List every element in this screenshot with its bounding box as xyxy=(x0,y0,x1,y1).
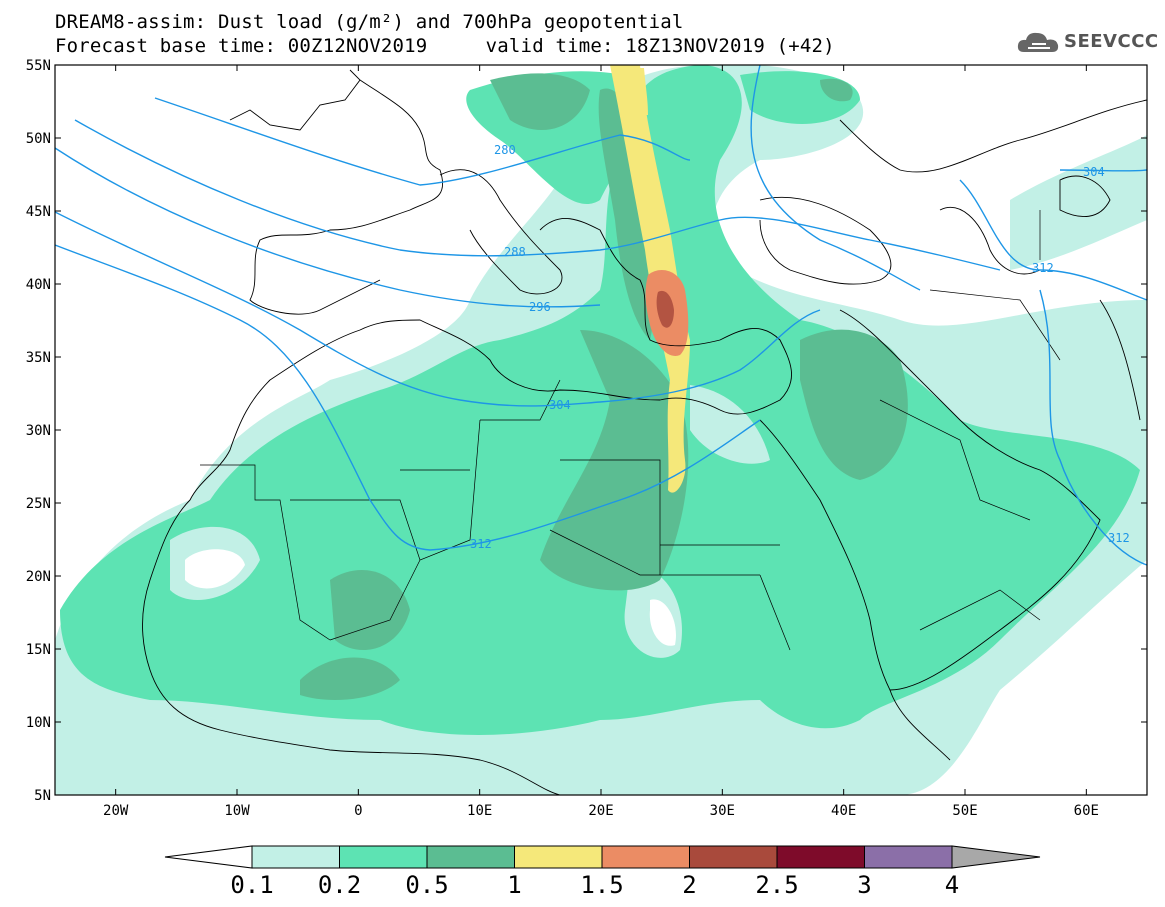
contour-label: 296 xyxy=(529,300,551,314)
lat-tick-label: 30N xyxy=(26,423,51,439)
legend-low-arrow xyxy=(164,845,253,869)
lat-tick-label: 45N xyxy=(26,204,51,220)
contour-labels: 280 288 296 304 312 304 312 312 xyxy=(470,143,1130,551)
contour-label: 312 xyxy=(1108,531,1130,545)
lon-tick-label: 30E xyxy=(710,803,735,819)
legend-swatch xyxy=(864,845,953,869)
lat-tick-label: 10N xyxy=(26,715,51,731)
geopotential-contours xyxy=(55,65,1147,566)
legend-level-label: 1.5 xyxy=(580,871,623,899)
lon-tick-label: 40E xyxy=(831,803,856,819)
contour-label: 304 xyxy=(1083,165,1105,179)
legend-swatch xyxy=(601,845,690,869)
legend-level-label: 4 xyxy=(945,871,959,899)
country-borders xyxy=(200,210,1061,651)
legend-level-label: 0.2 xyxy=(318,871,361,899)
latitude-axis: 55N 50N 45N 40N 35N 30N 25N 20N 15N 10N 5N xyxy=(26,58,1147,804)
legend-swatch xyxy=(339,845,428,869)
contour-label: 304 xyxy=(549,398,571,412)
lon-tick-label: 10W xyxy=(224,803,250,819)
lon-tick-label: 20W xyxy=(103,803,129,819)
contour-label: 288 xyxy=(504,245,526,259)
lon-tick-label: 60E xyxy=(1074,803,1099,819)
legend-boxes xyxy=(164,845,1041,869)
legend-level-label: 0.1 xyxy=(230,871,273,899)
legend-level-label: 2.5 xyxy=(755,871,798,899)
legend-level-label: 3 xyxy=(857,871,871,899)
longitude-axis: 20W 10W 0 10E 20E 30E 40E 50E 60E xyxy=(103,65,1099,819)
legend-level-label: 1 xyxy=(507,871,521,899)
legend-swatch xyxy=(689,845,778,869)
contour-label: 312 xyxy=(1032,261,1054,275)
logo-text: SEEVCCC xyxy=(1064,31,1159,52)
map-subtitle: Forecast base time: 00Z12NOV2019 valid t… xyxy=(55,35,835,57)
legend-swatch xyxy=(514,845,603,869)
lat-tick-label: 15N xyxy=(26,642,51,658)
lat-tick-label: 55N xyxy=(26,58,51,74)
legend-swatch xyxy=(426,845,515,869)
lat-tick-label: 25N xyxy=(26,496,51,512)
legend-level-label: 0.5 xyxy=(405,871,448,899)
seevccc-logo: SEEVCCC xyxy=(1016,28,1159,56)
legend-high-arrow xyxy=(951,845,1041,869)
lat-tick-label: 5N xyxy=(34,788,51,804)
lat-tick-label: 50N xyxy=(26,131,51,147)
coastlines xyxy=(142,69,1147,795)
legend-swatch xyxy=(251,845,340,869)
map-title: DREAM8-assim: Dust load (g/m²) and 700hP… xyxy=(55,11,684,33)
contour-label: 280 xyxy=(494,143,516,157)
legend-level-label: 2 xyxy=(682,871,696,899)
legend-labels: 0.1 0.2 0.5 1 1.5 2 2.5 3 4 xyxy=(230,871,959,899)
legend-swatch xyxy=(776,845,865,869)
contour-label: 312 xyxy=(470,537,492,551)
lon-tick-label: 0 xyxy=(354,803,362,819)
cloud-icon xyxy=(1017,32,1059,52)
lon-tick-label: 50E xyxy=(952,803,977,819)
lat-tick-label: 40N xyxy=(26,277,51,293)
lon-tick-label: 20E xyxy=(588,803,613,819)
lat-tick-label: 35N xyxy=(26,350,51,366)
lon-tick-label: 10E xyxy=(467,803,492,819)
lat-tick-label: 20N xyxy=(26,569,51,585)
